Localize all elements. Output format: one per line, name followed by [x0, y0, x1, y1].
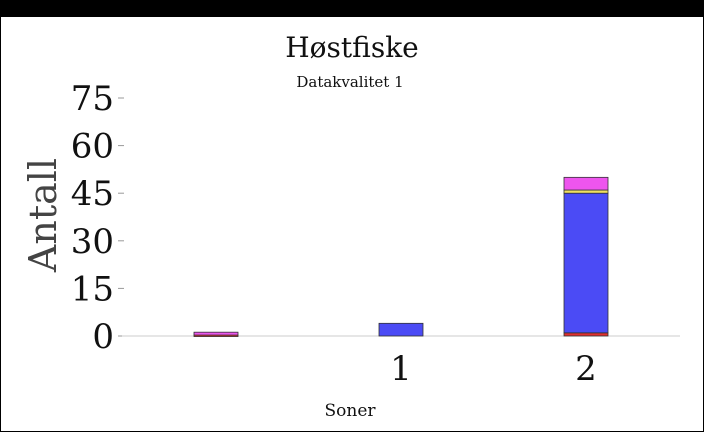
y-axis-label: Antall: [21, 158, 65, 273]
bar-segment: [378, 322, 424, 337]
y-tick-label: 75: [71, 79, 114, 119]
y-tick-label: 45: [71, 174, 114, 214]
bar-segment: [193, 331, 239, 336]
x-tick-label: 1: [390, 349, 412, 389]
x-axis-label: Soner: [324, 401, 376, 421]
bar-segment: [563, 176, 609, 191]
y-axis-ticks: 0 15 30 45 60 75: [71, 79, 124, 357]
bar-segment: [563, 189, 609, 194]
bar-segment: [563, 192, 609, 334]
bar-segment: [563, 332, 609, 337]
chart-subtitle: Datakvalitet 1: [296, 73, 403, 91]
y-tick-label: 30: [71, 222, 114, 262]
bars-group: [193, 176, 609, 337]
x-tick-label: 2: [575, 349, 597, 389]
y-tick-label: 0: [92, 317, 114, 357]
y-tick-label: 60: [71, 127, 114, 167]
chart-title: Høstfiske: [285, 31, 418, 64]
y-tick-label: 15: [71, 269, 114, 309]
